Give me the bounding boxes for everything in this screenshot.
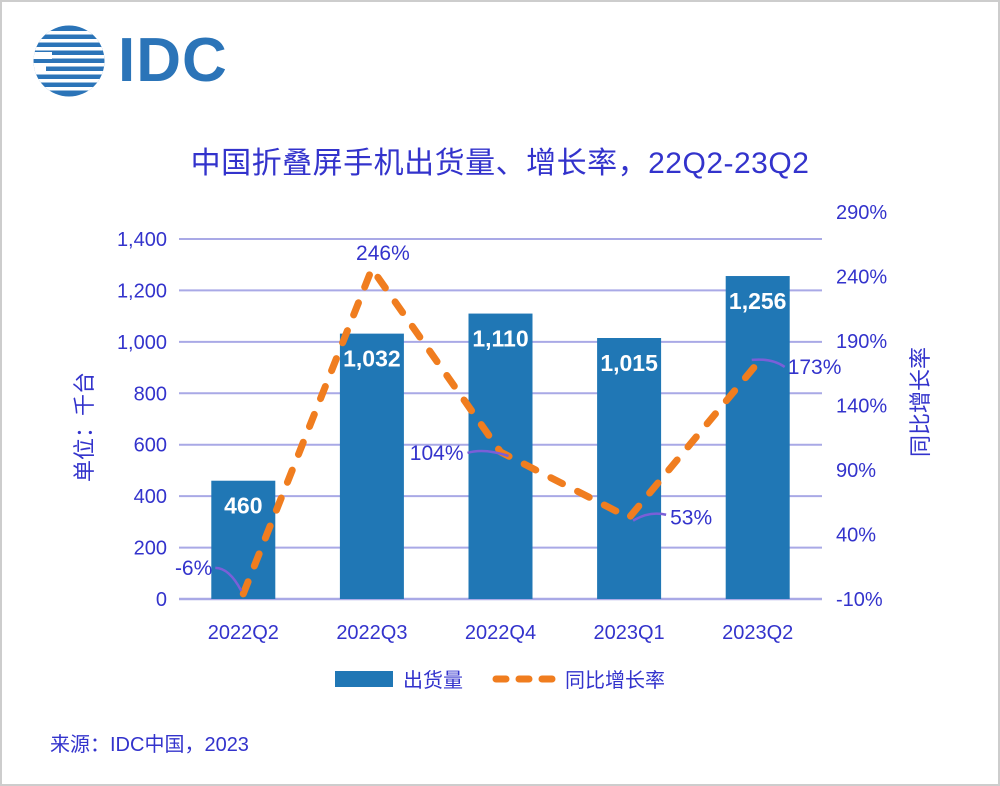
bar-value-label: 460 bbox=[224, 493, 262, 519]
bar-2022Q3 bbox=[339, 333, 404, 599]
right-axis-tick-label: 140% bbox=[836, 396, 887, 418]
x-axis-category-label: 2023Q2 bbox=[722, 622, 793, 644]
right-axis-tick-label: 90% bbox=[836, 460, 876, 482]
right-axis-tick-label: 290% bbox=[836, 202, 887, 224]
left-axis-tick-label: 600 bbox=[134, 435, 167, 457]
legend-line-label: 同比增长率 bbox=[565, 670, 665, 692]
right-axis-title: 同比增长率 bbox=[908, 346, 933, 458]
growth-point-label: 104% bbox=[410, 442, 464, 465]
bar-value-label: 1,256 bbox=[729, 288, 787, 314]
left-axis-tick-label: 400 bbox=[134, 486, 167, 508]
chart-legend: 出货量 同比增长率 bbox=[2, 664, 998, 693]
right-axis-tick-label: -10% bbox=[836, 589, 883, 611]
legend-bar-swatch bbox=[335, 670, 393, 687]
legend-bar-label: 出货量 bbox=[403, 670, 463, 692]
bar-value-label: 1,032 bbox=[343, 346, 401, 372]
right-axis-tick-label: 40% bbox=[836, 525, 876, 547]
x-axis-category-label: 2022Q4 bbox=[465, 622, 536, 644]
chart-title: 中国折叠屏手机出货量、增长率，22Q2-23Q2 bbox=[190, 147, 810, 180]
right-axis-tick-label: 190% bbox=[836, 331, 887, 353]
left-axis-title: 单位：千台 bbox=[72, 371, 97, 483]
bar-2023Q2 bbox=[725, 276, 790, 599]
bar-2023Q1 bbox=[597, 338, 662, 599]
left-axis-tick-label: 0 bbox=[156, 589, 167, 611]
left-axis-tick-label: 200 bbox=[134, 538, 167, 560]
legend-dashed-line-swatch bbox=[492, 675, 557, 682]
right-axis-tick-label: 240% bbox=[836, 267, 887, 289]
idc-logo-text: IDC bbox=[118, 26, 228, 95]
x-axis-category-label: 2022Q2 bbox=[208, 622, 279, 644]
growth-rate-line bbox=[239, 265, 762, 598]
label-leader-line bbox=[751, 358, 786, 368]
left-axis-tick-label: 1,200 bbox=[117, 280, 167, 302]
growth-point-label: 246% bbox=[356, 242, 410, 265]
growth-point-label: 53% bbox=[670, 507, 712, 530]
idc-globe-icon bbox=[33, 25, 105, 97]
left-axis-tick-label: 1,400 bbox=[117, 229, 167, 251]
label-leader-line bbox=[215, 566, 243, 592]
x-axis-category-label: 2023Q1 bbox=[594, 622, 665, 644]
label-leader-line bbox=[632, 512, 667, 522]
growth-point-label: 173% bbox=[788, 356, 842, 379]
bar-2022Q4 bbox=[468, 313, 533, 599]
idc-logo: IDC bbox=[32, 24, 228, 98]
bar-value-label: 1,110 bbox=[472, 326, 528, 352]
left-axis-tick-label: 800 bbox=[134, 383, 167, 405]
x-axis-category-label: 2022Q3 bbox=[336, 622, 407, 644]
bar-value-label: 1,015 bbox=[600, 350, 658, 376]
label-leader-line bbox=[467, 449, 509, 458]
left-axis-tick-label: 1,000 bbox=[117, 332, 167, 354]
source-text: 来源：IDC中国，2023 bbox=[50, 734, 249, 756]
growth-point-label: -6% bbox=[175, 557, 212, 580]
